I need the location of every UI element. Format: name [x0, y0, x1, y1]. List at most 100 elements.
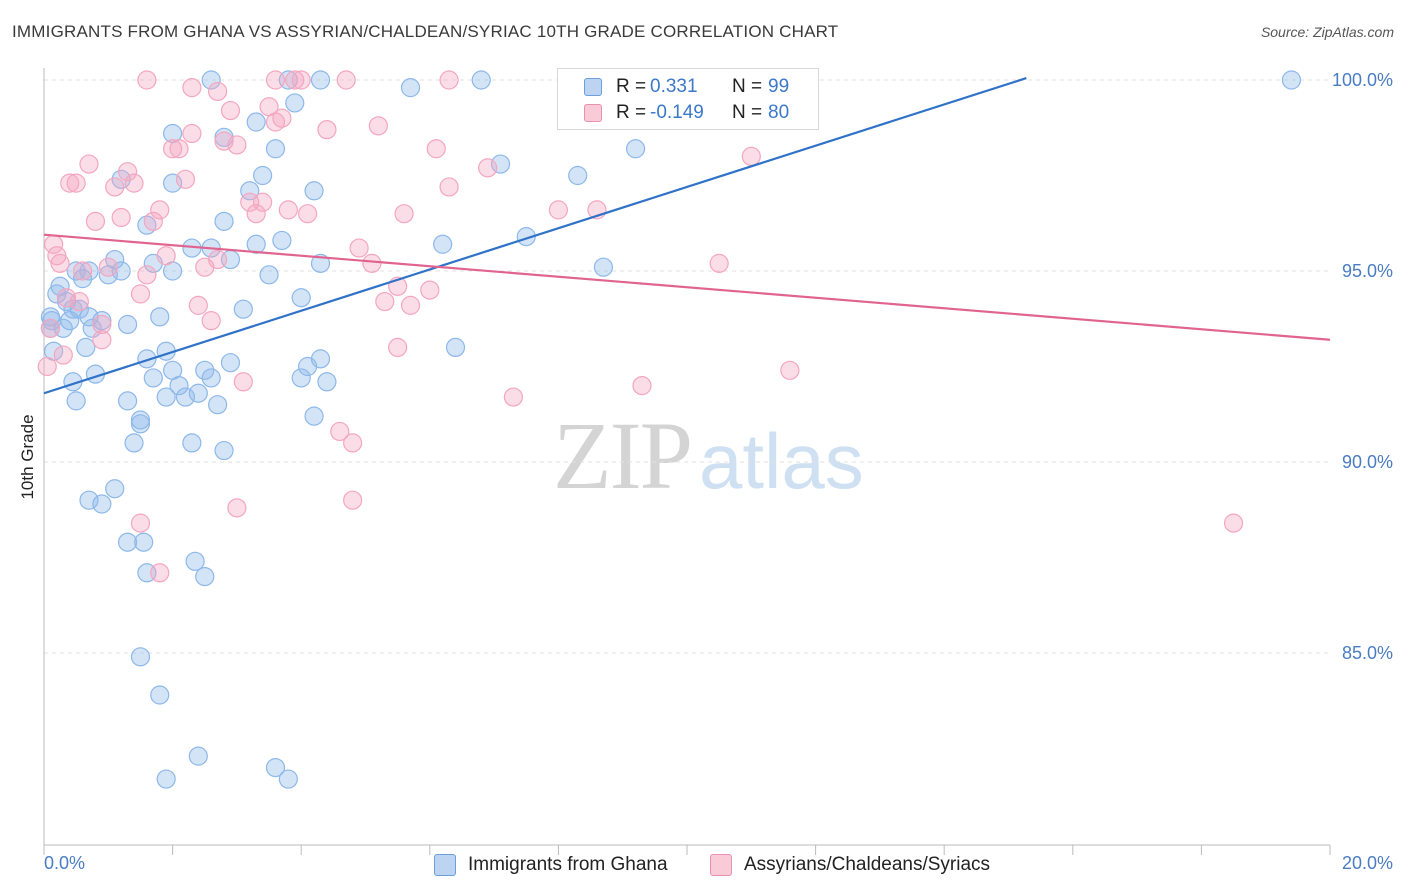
assyrian-point: [208, 81, 228, 102]
assyrian-legend-label: Assyrians/Chaldeans/Syriacs: [744, 854, 991, 875]
assyrian-point: [317, 120, 337, 140]
ghana-point: [188, 383, 208, 403]
ghana-point: [182, 433, 202, 453]
ghana-point: [111, 261, 131, 281]
assyrian-point: [632, 376, 652, 396]
assyrian-point: [1223, 513, 1244, 533]
ghana-point: [134, 532, 154, 552]
assyrian-point: [130, 513, 151, 533]
ghana-trend-line: [43, 77, 1027, 395]
ghana-point: [400, 78, 421, 98]
ghana-point: [66, 391, 86, 411]
ghana-point: [105, 249, 125, 270]
ghana-point: [150, 307, 170, 327]
ghana-point: [291, 368, 311, 388]
ghana-point: [214, 440, 234, 461]
ghana-point: [201, 368, 221, 388]
ghana-point: [433, 234, 453, 254]
n-label: N =: [732, 102, 763, 123]
assyrian-point: [137, 265, 157, 285]
assyrian-point: [278, 200, 298, 220]
assyrian-point: [265, 70, 286, 90]
assyrian-point: [336, 70, 356, 90]
ghana-point: [265, 139, 286, 159]
ghana-point: [298, 356, 318, 377]
chart-title: IMMIGRANTS FROM GHANA VS ASSYRIAN/CHALDE…: [12, 22, 839, 41]
ghana-point: [169, 376, 189, 396]
assyrian-point: [426, 139, 446, 159]
assyrian-point: [291, 70, 311, 90]
assyrian-point: [400, 295, 421, 315]
ghana-point: [188, 746, 208, 766]
assyrian-point: [137, 70, 157, 90]
ghana-point: [117, 532, 138, 552]
ghana-point: [246, 112, 266, 132]
n-label: N =: [732, 76, 763, 97]
ghana-point: [105, 479, 125, 499]
watermark-zip: ZIP: [553, 402, 693, 509]
ghana-point: [233, 299, 253, 319]
r-value: -0.149: [650, 102, 704, 123]
assyrian-point: [40, 318, 61, 338]
ghana-point: [156, 387, 176, 407]
n-value: 99: [768, 76, 790, 97]
assyrian-point: [439, 70, 459, 90]
assyrian-point: [182, 123, 202, 144]
ghana-point: [143, 368, 163, 388]
ghana-point: [278, 769, 298, 789]
assyrian-point: [343, 490, 363, 510]
ghana-point: [593, 257, 614, 277]
ghana-point: [490, 154, 511, 174]
ghana-point: [76, 337, 96, 357]
ghana-point: [304, 181, 324, 201]
assyrian-point: [150, 200, 170, 220]
assyrian-point: [53, 345, 73, 365]
ghana-point: [259, 265, 279, 285]
assyrian-point: [188, 295, 208, 315]
ghana-point: [625, 139, 646, 159]
ghana-point: [201, 70, 221, 90]
assyrian-point: [439, 177, 459, 197]
assyrian-legend-swatch: [710, 854, 732, 876]
ghana-point: [285, 93, 305, 113]
ghana-point: [291, 288, 311, 308]
ghana-point: [72, 269, 93, 289]
assyrian-point: [246, 204, 266, 224]
n-value: 80: [768, 102, 790, 123]
ghana-point: [156, 769, 176, 789]
assyrian-point: [98, 257, 118, 277]
ghana-point: [92, 494, 112, 514]
assyrian-point: [182, 78, 202, 98]
ghana-point: [310, 70, 331, 90]
assyrian-point: [169, 139, 189, 159]
ghana-point: [265, 757, 286, 778]
y-tick-label: 95.0%: [1342, 261, 1393, 281]
assyrian-point: [105, 177, 125, 197]
assyrian-point: [285, 70, 305, 90]
assyrian-trend-line: [43, 233, 1331, 341]
assyrian-point: [163, 139, 183, 159]
ghana-point: [117, 314, 138, 335]
y-tick-label: 90.0%: [1342, 452, 1393, 472]
assyrian-point: [233, 372, 253, 392]
assyrian-point: [780, 360, 800, 380]
assyrian-point: [72, 261, 93, 281]
assyrian-point: [214, 131, 234, 151]
assyrian-point: [375, 291, 395, 312]
ghana-point: [253, 165, 273, 186]
axes: [43, 68, 1331, 855]
watermark: ZIP atlas: [553, 400, 864, 511]
ghana-point: [568, 165, 588, 186]
assyrian-point: [111, 207, 131, 228]
axis-labels: 100.0% 95.0% 90.0% 85.0% 0.0% 20.0% 10th Grade: [18, 70, 1393, 873]
y-tick-label: 100.0%: [1332, 70, 1393, 90]
assyrian-point: [66, 173, 86, 193]
assyrian-point: [298, 204, 318, 224]
x-tick-label: 0.0%: [44, 853, 85, 873]
assyrian-point: [150, 563, 170, 583]
assyrian-point: [130, 284, 151, 304]
ghana-point: [195, 566, 215, 587]
data-points: [37, 70, 1302, 789]
ghana-point: [130, 647, 151, 667]
ghana-point: [1281, 70, 1302, 90]
